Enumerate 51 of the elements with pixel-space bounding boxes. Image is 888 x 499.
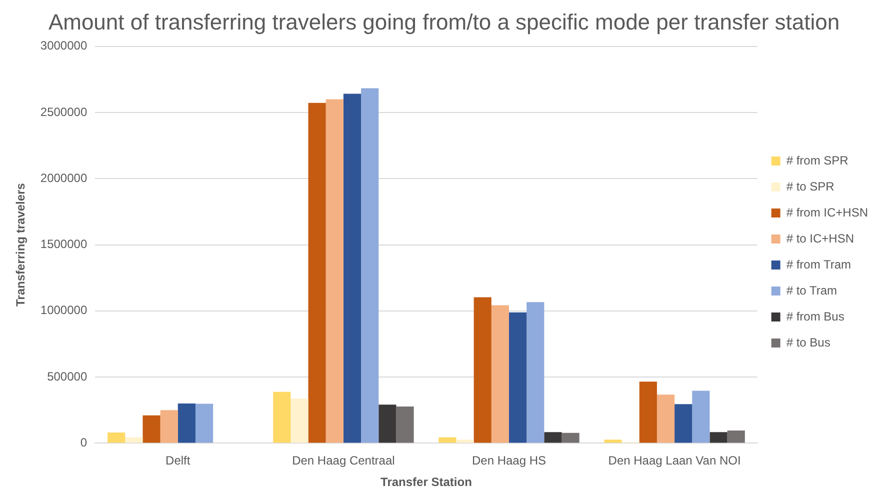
bar bbox=[710, 432, 728, 443]
bar bbox=[108, 432, 126, 443]
bar bbox=[290, 398, 308, 443]
y-tick-label: 1000000 bbox=[40, 303, 88, 318]
bar bbox=[326, 99, 344, 443]
y-tick-label: 3000000 bbox=[40, 38, 88, 53]
legend-label: # from Tram bbox=[786, 257, 851, 272]
bar bbox=[727, 430, 745, 443]
x-tick-label: Den Haag HS bbox=[472, 454, 546, 468]
x-tick-label: Den Haag Laan Van NOI bbox=[608, 454, 741, 468]
bar bbox=[674, 404, 692, 443]
chart-title: Amount of transferring travelers going from/to a specific mode per transfer station bbox=[48, 9, 840, 34]
bar bbox=[639, 382, 657, 443]
bar bbox=[526, 302, 544, 443]
x-tick-label: Delft bbox=[166, 454, 191, 468]
bar bbox=[142, 415, 160, 443]
bar bbox=[656, 394, 675, 443]
bar bbox=[160, 410, 178, 443]
legend-label: # to Tram bbox=[786, 283, 837, 298]
bar bbox=[508, 312, 527, 443]
x-axis-title: Transfer Station bbox=[380, 475, 472, 490]
bar bbox=[361, 88, 379, 443]
bar bbox=[195, 404, 214, 443]
legend-label: # from IC+HSN bbox=[786, 205, 868, 220]
legend-label: # from SPR bbox=[786, 153, 849, 168]
bar bbox=[474, 297, 492, 443]
bar bbox=[273, 392, 291, 443]
x-tick-label: Den Haag Centraal bbox=[292, 454, 395, 468]
y-axis-title: Transferring travelers bbox=[14, 182, 28, 307]
legend-label: # to Bus bbox=[786, 335, 830, 350]
legend-label: # from Bus bbox=[786, 309, 844, 324]
y-tick-label: 1500000 bbox=[40, 237, 88, 252]
bar bbox=[378, 404, 396, 443]
bar bbox=[178, 404, 196, 443]
y-tick-label: 0 bbox=[80, 436, 88, 450]
bar bbox=[125, 437, 143, 443]
legend-label: # to IC+HSN bbox=[786, 231, 854, 246]
y-tick-label: 500000 bbox=[47, 369, 88, 384]
bar bbox=[491, 305, 509, 443]
y-tick-label: 2500000 bbox=[40, 104, 88, 119]
bar bbox=[604, 440, 622, 443]
bar bbox=[308, 102, 326, 443]
y-tick-label: 2000000 bbox=[40, 170, 88, 185]
bar bbox=[456, 440, 474, 443]
bar bbox=[343, 94, 362, 443]
bar bbox=[438, 437, 456, 443]
bar bbox=[562, 432, 580, 443]
bar bbox=[544, 432, 562, 443]
bar bbox=[396, 406, 414, 443]
legend-label: # to SPR bbox=[786, 179, 835, 194]
bar bbox=[692, 390, 710, 443]
